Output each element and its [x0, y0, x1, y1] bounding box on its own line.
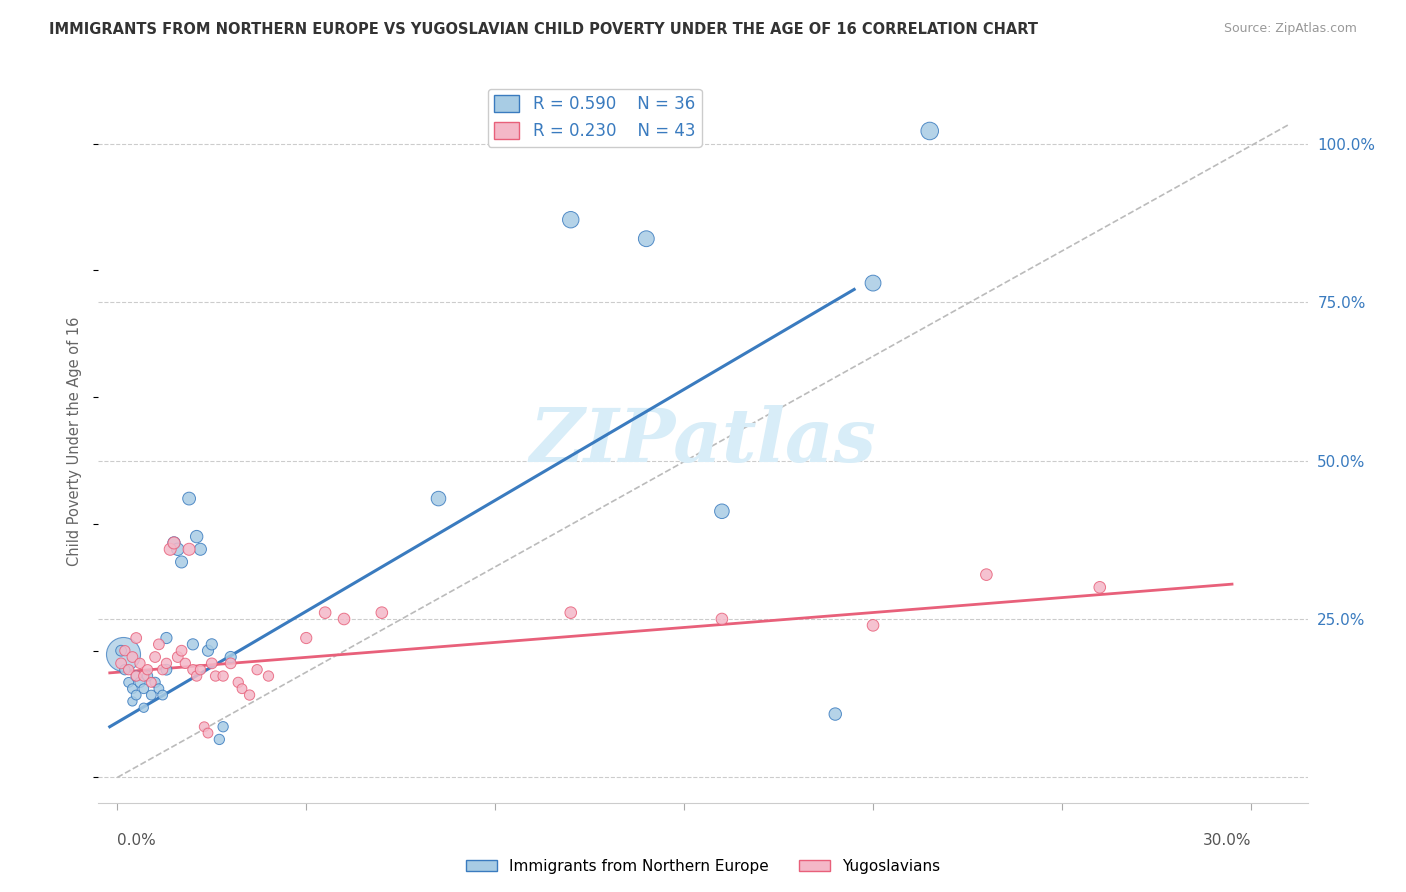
Point: [125, 631, 148, 645]
Point: [197, 726, 219, 740]
Point: [163, 536, 186, 550]
Point: [314, 606, 336, 620]
Point: [143, 650, 166, 665]
Point: [155, 657, 177, 671]
Point: [118, 663, 141, 677]
Point: [110, 657, 132, 671]
Point: [114, 643, 136, 657]
Point: [636, 232, 658, 246]
Point: [710, 504, 733, 518]
Point: [862, 618, 884, 632]
Point: [560, 606, 582, 620]
Point: [181, 663, 204, 677]
Point: [163, 536, 186, 550]
Point: [166, 542, 188, 557]
Point: [201, 657, 224, 671]
Text: Source: ZipAtlas.com: Source: ZipAtlas.com: [1223, 22, 1357, 36]
Point: [824, 707, 846, 722]
Point: [132, 669, 155, 683]
Point: [148, 637, 170, 651]
Point: [226, 675, 249, 690]
Point: [201, 637, 224, 651]
Point: [179, 491, 201, 506]
Point: [174, 657, 197, 671]
Point: [141, 675, 163, 690]
Point: [204, 669, 226, 683]
Point: [190, 542, 212, 557]
Point: [1088, 580, 1111, 594]
Point: [152, 688, 174, 702]
Point: [219, 650, 242, 665]
Point: [371, 606, 394, 620]
Point: [219, 657, 242, 671]
Point: [129, 657, 152, 671]
Point: [208, 732, 231, 747]
Y-axis label: Child Poverty Under the Age of 16: Child Poverty Under the Age of 16: [67, 317, 83, 566]
Point: [170, 555, 193, 569]
Point: [246, 663, 269, 677]
Point: [918, 124, 941, 138]
Point: [129, 675, 152, 690]
Point: [295, 631, 318, 645]
Point: [710, 612, 733, 626]
Point: [143, 675, 166, 690]
Point: [125, 669, 148, 683]
Point: [231, 681, 253, 696]
Point: [125, 669, 148, 683]
Point: [427, 491, 450, 506]
Legend: R = 0.590    N = 36, R = 0.230    N = 43: R = 0.590 N = 36, R = 0.230 N = 43: [488, 88, 702, 146]
Point: [239, 688, 262, 702]
Point: [170, 643, 193, 657]
Point: [136, 663, 159, 677]
Point: [333, 612, 356, 626]
Point: [159, 542, 181, 557]
Point: [190, 663, 212, 677]
Point: [212, 669, 235, 683]
Point: [141, 688, 163, 702]
Point: [118, 675, 141, 690]
Text: 0.0%: 0.0%: [117, 833, 156, 848]
Text: 30.0%: 30.0%: [1202, 833, 1251, 848]
Point: [111, 647, 134, 661]
Point: [121, 694, 143, 708]
Point: [976, 567, 998, 582]
Point: [212, 720, 235, 734]
Point: [193, 720, 215, 734]
Point: [125, 688, 148, 702]
Legend: Immigrants from Northern Europe, Yugoslavians: Immigrants from Northern Europe, Yugosla…: [460, 853, 946, 880]
Point: [560, 212, 582, 227]
Point: [136, 669, 159, 683]
Point: [121, 650, 143, 665]
Point: [155, 663, 177, 677]
Point: [862, 276, 884, 290]
Point: [166, 650, 188, 665]
Point: [186, 669, 208, 683]
Point: [181, 637, 204, 651]
Point: [155, 631, 177, 645]
Point: [132, 681, 155, 696]
Point: [132, 700, 155, 714]
Point: [257, 669, 280, 683]
Point: [121, 681, 143, 696]
Point: [148, 681, 170, 696]
Point: [110, 643, 132, 657]
Text: ZIPatlas: ZIPatlas: [530, 405, 876, 478]
Point: [114, 663, 136, 677]
Point: [179, 542, 201, 557]
Text: IMMIGRANTS FROM NORTHERN EUROPE VS YUGOSLAVIAN CHILD POVERTY UNDER THE AGE OF 16: IMMIGRANTS FROM NORTHERN EUROPE VS YUGOS…: [49, 22, 1038, 37]
Point: [152, 663, 174, 677]
Point: [186, 530, 208, 544]
Point: [197, 643, 219, 657]
